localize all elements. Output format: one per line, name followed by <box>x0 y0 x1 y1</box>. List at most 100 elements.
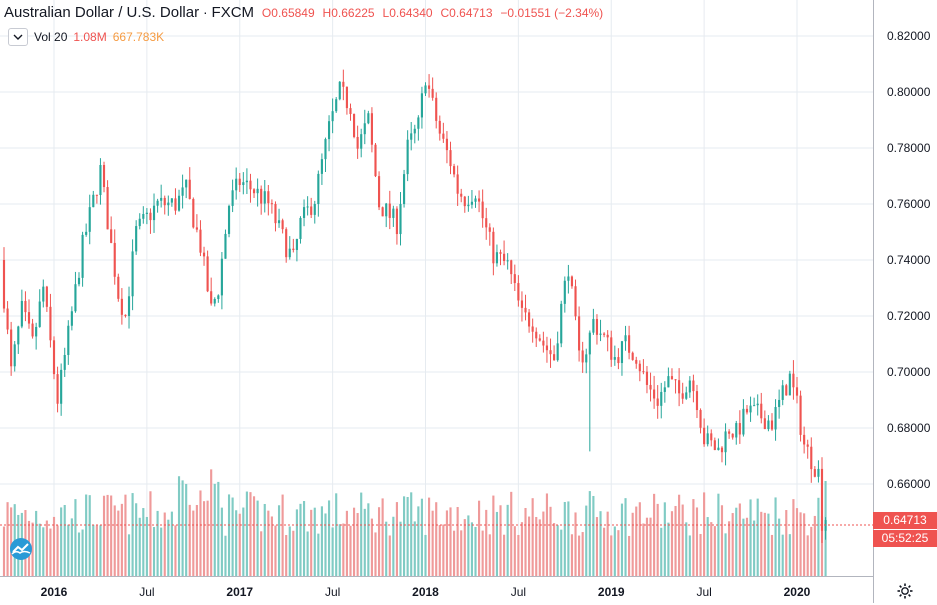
y-tick-label: 0.70000 <box>887 365 931 379</box>
volume-bar <box>510 491 513 576</box>
x-tick-label: 2017 <box>226 585 253 599</box>
volume-bar <box>420 498 423 576</box>
candle-body <box>306 206 309 208</box>
candle-body <box>763 418 766 430</box>
candle-body <box>613 357 616 360</box>
volume-bar <box>149 491 152 576</box>
volume-bar <box>95 525 98 576</box>
collapse-button[interactable] <box>8 28 28 46</box>
candle-body <box>20 300 23 327</box>
volume-bar <box>713 526 716 576</box>
volume-bar <box>656 503 659 576</box>
candle-body <box>385 203 388 217</box>
volume-bar <box>663 502 666 576</box>
candle-body <box>374 144 377 177</box>
candle-body <box>695 391 699 411</box>
candle-body <box>563 280 566 304</box>
candle-body <box>213 299 216 304</box>
candle-body <box>81 234 84 278</box>
volume-bar <box>578 535 581 576</box>
candle-body <box>678 380 681 394</box>
volume-bar <box>703 492 706 576</box>
candle-body <box>524 307 527 313</box>
candle-body <box>235 178 238 191</box>
candle-body <box>706 433 709 445</box>
volume-bar <box>252 496 256 576</box>
candle-body <box>335 99 338 112</box>
candle-body <box>617 357 620 364</box>
candle-body <box>745 408 749 413</box>
candle-body <box>817 468 820 477</box>
volume-bar <box>495 511 499 576</box>
candle-body <box>299 217 302 239</box>
candle-body <box>331 111 334 122</box>
candle-body <box>556 343 559 361</box>
volume-bar <box>199 490 202 576</box>
candle-body <box>185 179 188 188</box>
volume-bar <box>181 480 184 576</box>
candle-body <box>349 108 352 115</box>
candle-body <box>756 403 759 406</box>
candle-body <box>474 198 477 202</box>
gear-icon <box>897 583 913 599</box>
volume-bar <box>88 495 91 576</box>
volume-bar <box>295 509 298 576</box>
candle-body <box>195 227 198 230</box>
volume-bar <box>185 483 188 576</box>
volume-bar <box>728 521 731 576</box>
volume-bar <box>531 498 534 576</box>
x-tick-label: 2016 <box>41 585 68 599</box>
volume-bar <box>460 530 463 576</box>
volume-bar <box>799 512 802 576</box>
candle-body <box>231 190 234 206</box>
x-tick-label: 2020 <box>784 585 811 599</box>
volume-bar <box>213 483 216 576</box>
volume-bar <box>742 518 745 576</box>
volume-bar <box>463 519 466 576</box>
candle-body <box>395 208 398 235</box>
candle-body <box>645 371 649 385</box>
candle-body <box>424 85 427 94</box>
volume-bar <box>317 533 320 576</box>
volume-bar <box>595 517 599 576</box>
x-tick-label: Jul <box>511 585 526 599</box>
y-tick-label: 0.68000 <box>887 421 931 435</box>
candle-body <box>449 150 452 167</box>
volume-bar <box>56 525 59 576</box>
chevron-down-icon <box>13 34 23 40</box>
volume-bar <box>513 526 516 576</box>
candle-body <box>670 376 674 380</box>
candle-body <box>85 231 88 235</box>
candle-body <box>245 180 248 183</box>
volume-bar <box>585 505 588 576</box>
y-tick-label: 0.66000 <box>887 477 931 491</box>
volume-bar <box>124 494 127 576</box>
candle-body <box>681 393 684 399</box>
volume-bar <box>349 525 352 576</box>
tradingview-logo[interactable] <box>7 538 35 560</box>
candle-body <box>406 139 409 175</box>
settings-button[interactable] <box>896 582 914 600</box>
candle-body <box>674 379 677 381</box>
candle-body <box>260 188 263 204</box>
candle-body <box>2 260 6 309</box>
candle-body <box>703 427 706 445</box>
volume-bar <box>152 527 156 576</box>
volume-bar <box>388 535 391 576</box>
volume-bar <box>574 512 577 576</box>
volume-bar <box>342 523 345 576</box>
volume-bar <box>38 523 41 576</box>
symbol-legend: Australian Dollar / U.S. Dollar · FXCM O… <box>4 4 603 21</box>
candle-body <box>453 166 456 175</box>
candle-body <box>710 433 713 441</box>
candle-body <box>145 212 148 214</box>
volume-bar <box>235 510 238 576</box>
volume-bar <box>256 500 259 576</box>
candle-body <box>588 332 591 355</box>
tradingview-cloud-icon <box>10 538 32 560</box>
candle-body <box>124 314 127 317</box>
candle-body <box>317 173 320 204</box>
y-tick-label: 0.74000 <box>887 253 931 267</box>
